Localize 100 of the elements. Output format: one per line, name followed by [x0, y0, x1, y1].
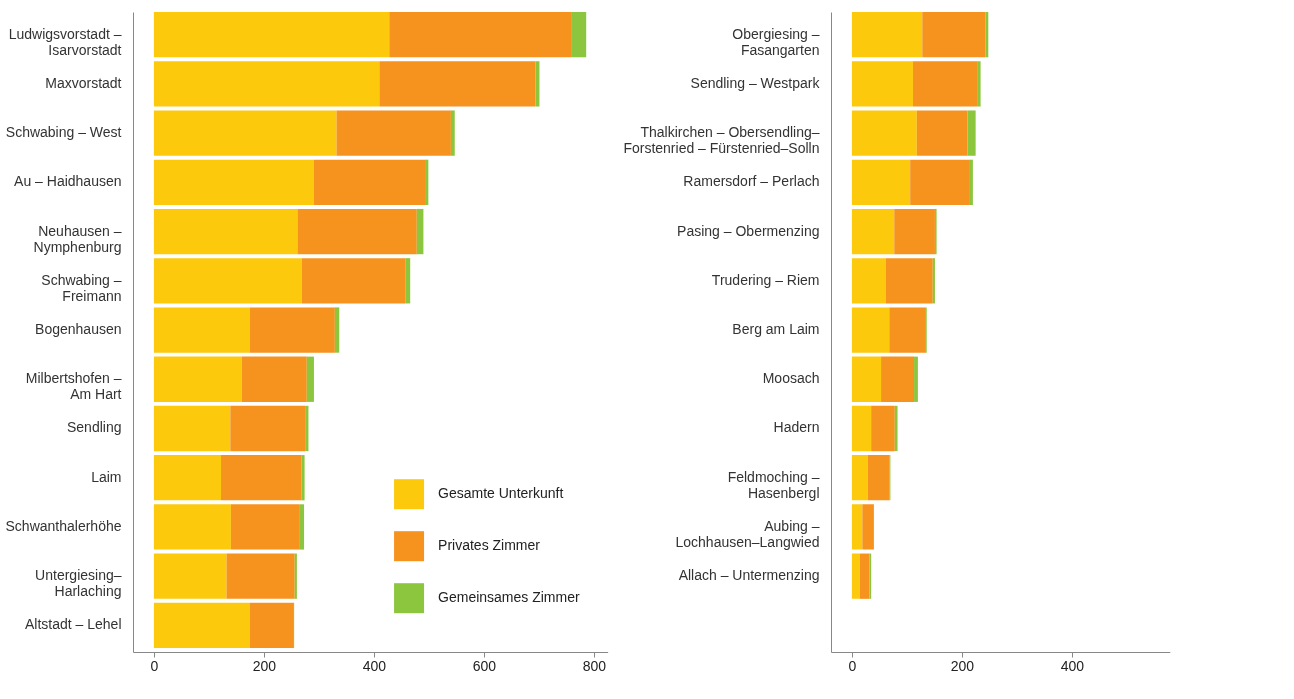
- x-tick-label: 200: [252, 657, 277, 674]
- y-tick-label: Bogenhausen: [35, 321, 122, 338]
- bar: [922, 12, 986, 58]
- y-tick-label: Maxvorstadt: [45, 74, 122, 91]
- bar: [851, 553, 860, 599]
- bar: [226, 553, 295, 599]
- bar: [249, 602, 294, 649]
- y-tick-label: Thalkirchen – Obersendling– Forstenried – Fürstenried–Solln: [623, 124, 820, 157]
- y-tick-label: Ludwigsvorstadt – Isarvorstadt: [8, 25, 122, 58]
- bar: [894, 405, 898, 452]
- y-tick-label: Au – Haidhausen: [14, 173, 122, 190]
- bar: [425, 159, 429, 205]
- bar: [851, 208, 895, 255]
- bar: [230, 504, 300, 550]
- x-tick-label: 400: [1060, 657, 1085, 674]
- y-tick-label: Altstadt – Lehel: [24, 616, 122, 633]
- bar: [313, 159, 426, 205]
- y-tick-label: Schwanthalerhöhe: [5, 517, 122, 534]
- y-tick-label: Schwabing – West: [5, 124, 122, 141]
- bar: [867, 455, 890, 501]
- bar: [932, 258, 935, 304]
- bar: [241, 356, 307, 402]
- bar: [297, 208, 417, 255]
- bar: [153, 307, 250, 353]
- bar: [851, 307, 890, 353]
- x-tick-label: 200: [950, 657, 975, 674]
- y-tick-label: Obergiesing – Fasangarten: [732, 25, 820, 58]
- bar: [969, 159, 973, 205]
- y-tick-label: Milbertshofen – Am Hart: [25, 370, 122, 403]
- y-tick-label: Hadern: [773, 419, 820, 436]
- bar: [851, 159, 911, 205]
- bar: [914, 356, 918, 402]
- bar: [153, 61, 380, 107]
- bar: [153, 208, 298, 255]
- y-tick-label: Feldmoching – Hasenbergl: [727, 468, 820, 501]
- bar: [153, 553, 227, 599]
- bar: [889, 307, 926, 353]
- bar: [299, 504, 305, 550]
- bar: [153, 405, 231, 452]
- y-tick-label: Neuhausen – Nymphenburg: [33, 222, 122, 255]
- y-tick-label: Schwabing – Freimann: [41, 271, 122, 304]
- y-tick-label: Sendling – Westpark: [690, 74, 821, 91]
- y-tick-label: Ramersdorf – Perlach: [683, 173, 820, 190]
- bar: [153, 258, 302, 304]
- bar: [851, 504, 863, 550]
- bar: [153, 159, 314, 205]
- y-tick-label: Laim: [91, 468, 122, 485]
- bar: [851, 258, 886, 304]
- bar: [916, 110, 968, 156]
- bar: [389, 12, 572, 58]
- bar: [910, 159, 970, 205]
- x-tick-label: 800: [582, 657, 607, 674]
- bar: [153, 455, 221, 501]
- bar: [301, 258, 406, 304]
- x-tick-label: 400: [362, 657, 387, 674]
- y-tick-label: Pasing – Obermenzing: [677, 222, 820, 239]
- bar: [881, 356, 915, 402]
- bar: [851, 455, 868, 501]
- legend-label: Privates Zimmer: [438, 537, 541, 554]
- legend-label: Gesamte Unterkunft: [438, 485, 564, 502]
- x-tick-label: 600: [472, 657, 497, 674]
- bar: [450, 110, 455, 156]
- legend-label: Gemeinsames Zimmer: [438, 589, 580, 606]
- bar: [336, 110, 451, 156]
- bar: [977, 61, 981, 107]
- y-tick-label: Moosach: [762, 370, 820, 387]
- bar: [153, 356, 242, 402]
- bar: [305, 405, 309, 452]
- y-tick-label: Allach – Untermenzing: [678, 567, 820, 584]
- x-tick-label: 0: [848, 657, 857, 674]
- bar: [379, 61, 536, 107]
- bar: [221, 455, 302, 501]
- bar: [886, 258, 933, 304]
- bar: [294, 553, 297, 599]
- y-tick-label: Sendling: [67, 419, 122, 436]
- bar: [153, 504, 231, 550]
- bar: [894, 208, 935, 255]
- y-tick-label: Untergiesing–Harlaching: [35, 567, 122, 600]
- bar: [851, 12, 923, 58]
- bar: [967, 110, 976, 156]
- bar: [334, 307, 340, 353]
- bar: [153, 12, 390, 58]
- bar: [405, 258, 411, 304]
- y-tick-label: Berg am Laim: [732, 321, 820, 338]
- y-tick-label: Trudering – Riem: [711, 271, 820, 288]
- bar: [862, 504, 874, 550]
- bar: [301, 455, 305, 501]
- bar: [859, 553, 870, 599]
- bar: [153, 602, 250, 649]
- bar: [153, 110, 337, 156]
- bar: [912, 61, 978, 107]
- bar: [571, 12, 587, 58]
- bar: [249, 307, 335, 353]
- bar: [230, 405, 306, 452]
- x-tick-label: 0: [150, 657, 159, 674]
- bar: [851, 61, 913, 107]
- y-tick-label: Aubing – Lochhausen–Langwied: [675, 517, 820, 550]
- bar: [851, 356, 882, 402]
- bar: [871, 405, 895, 452]
- bar: [851, 405, 872, 452]
